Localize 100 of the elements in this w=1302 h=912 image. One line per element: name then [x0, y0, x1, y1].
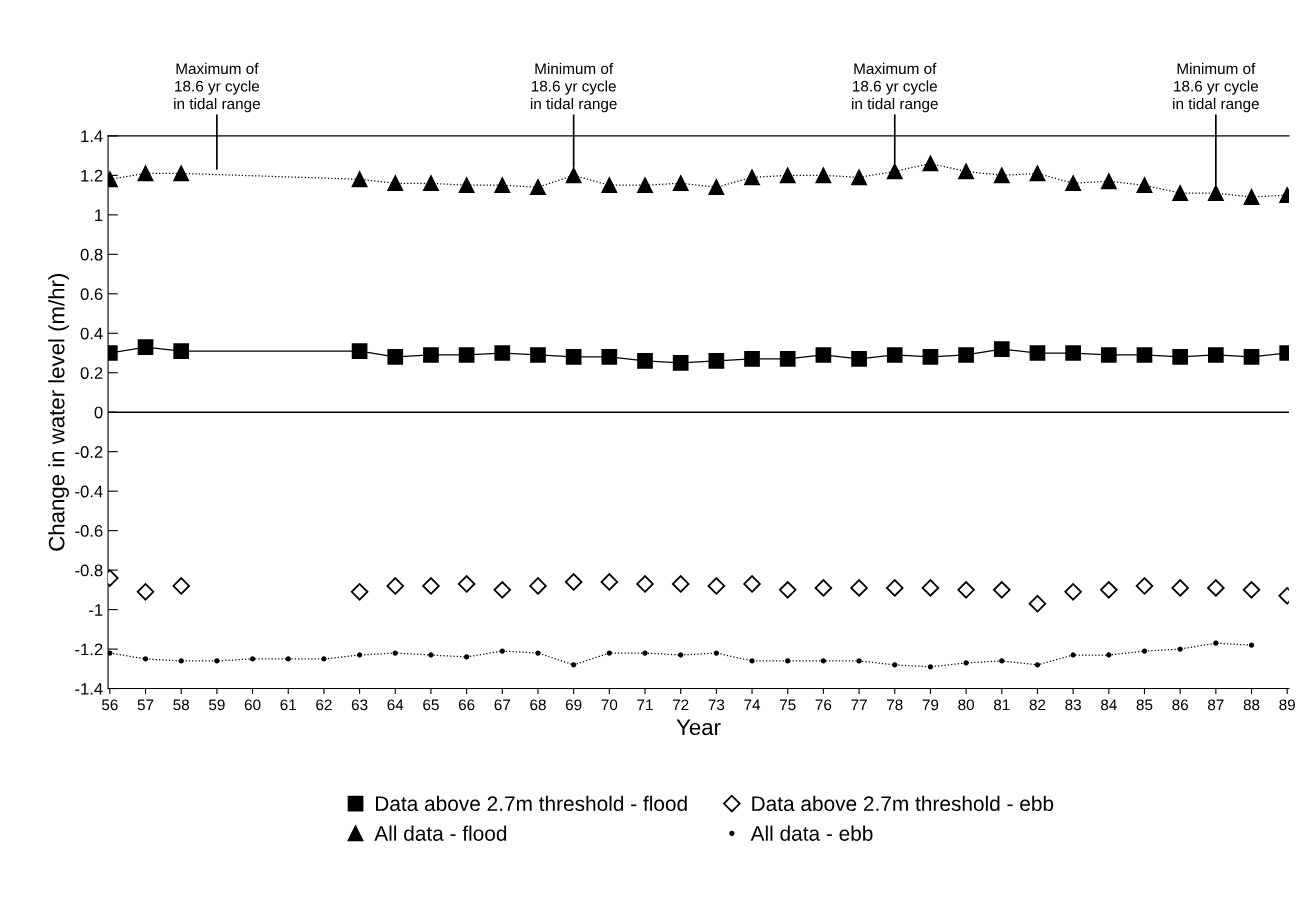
- point: [142, 656, 149, 662]
- x-tick-label: 56: [101, 699, 118, 711]
- x-tick-label: 79: [922, 699, 939, 711]
- point: [993, 341, 1010, 357]
- point: [1172, 185, 1189, 201]
- point: [173, 343, 190, 359]
- y-tick-label: -0.8: [75, 564, 103, 577]
- point: [1100, 581, 1118, 599]
- x-tick-label: 77: [851, 699, 867, 711]
- x-tick-label: 59: [209, 699, 225, 711]
- point: [458, 177, 475, 194]
- point: [529, 577, 547, 595]
- y-tick-label: 0.4: [80, 327, 103, 340]
- x-tick-label: 89: [1279, 699, 1295, 711]
- point: [571, 662, 577, 668]
- point: [814, 579, 833, 597]
- point: [463, 654, 470, 660]
- point: [108, 650, 113, 656]
- point: [779, 351, 796, 367]
- x-tick-label: 80: [958, 699, 974, 711]
- point: [885, 579, 904, 597]
- point: [565, 167, 582, 184]
- x-tick-label: 68: [530, 699, 546, 711]
- point: [993, 581, 1011, 599]
- point: [744, 169, 760, 186]
- point: [637, 353, 653, 369]
- point: [350, 583, 369, 601]
- point: [1171, 579, 1189, 597]
- point: [392, 650, 398, 656]
- point: [356, 652, 363, 658]
- point: [1100, 173, 1117, 190]
- point: [921, 579, 940, 597]
- x-tick-label: 72: [672, 699, 689, 711]
- x-tick-label: 65: [423, 699, 439, 711]
- annotation: Minimum of 18.6 yr cycle in tidal range: [1173, 62, 1259, 113]
- point: [1064, 583, 1082, 601]
- y-tick-label: 0: [94, 406, 103, 419]
- y-tick-label: 1: [95, 209, 103, 221]
- point: [214, 658, 220, 664]
- point: [499, 648, 505, 654]
- x-tick-label: 66: [458, 699, 475, 711]
- point: [678, 652, 684, 658]
- point: [892, 662, 898, 668]
- point: [530, 347, 546, 363]
- point: [743, 575, 761, 593]
- legend-label: Data above 2.7m threshold - ebb: [752, 795, 1054, 812]
- point: [1207, 185, 1224, 201]
- point: [457, 575, 476, 593]
- y-tick-label: -0.6: [75, 525, 103, 537]
- point: [886, 347, 903, 363]
- point: [351, 171, 368, 188]
- x-tick-label: 71: [637, 699, 653, 711]
- point: [1029, 345, 1046, 361]
- point: [1065, 345, 1081, 361]
- point: [713, 650, 720, 656]
- x-tick-label: 61: [280, 699, 296, 711]
- y-tick-label: 1.4: [81, 130, 103, 142]
- point: [779, 167, 796, 184]
- point: [1207, 347, 1224, 363]
- x-tick-label: 67: [494, 699, 511, 711]
- annotation: Maximum of 18.6 yr cycle in tidal range: [174, 62, 260, 113]
- point: [749, 658, 755, 664]
- point: [815, 347, 832, 363]
- point: [1172, 349, 1189, 365]
- point: [1034, 662, 1041, 668]
- point: [493, 581, 512, 599]
- point: [1141, 648, 1148, 654]
- y-tick-label: -0.4: [75, 485, 103, 498]
- x-tick-label: 75: [780, 699, 796, 711]
- x-tick-label: 88: [1243, 699, 1260, 711]
- point: [1135, 577, 1154, 595]
- point: [387, 175, 404, 192]
- point: [856, 658, 862, 664]
- legend-label: All data - ebb: [750, 825, 873, 841]
- point: [820, 658, 827, 664]
- point: [601, 349, 618, 365]
- point: [1213, 640, 1219, 646]
- point: [1065, 175, 1081, 192]
- x-tick-label: 60: [244, 699, 261, 711]
- point: [321, 656, 327, 662]
- y-tick-label: -1.2: [75, 643, 103, 656]
- point: [1207, 579, 1225, 597]
- x-tick-label: 63: [351, 699, 368, 711]
- point: [1100, 347, 1117, 363]
- point: [136, 583, 155, 601]
- x-tick-label: 73: [708, 699, 725, 711]
- point: [886, 163, 903, 180]
- point: [600, 573, 619, 591]
- x-tick-label: 81: [993, 699, 1010, 711]
- point: [927, 664, 934, 670]
- x-tick-label: 74: [744, 699, 761, 711]
- point: [535, 650, 541, 656]
- x-tick-label: 57: [137, 699, 154, 711]
- point: [850, 579, 868, 597]
- point: [1243, 189, 1260, 205]
- point: [958, 163, 974, 180]
- point: [351, 343, 368, 359]
- point: [922, 155, 939, 172]
- point: [671, 575, 690, 593]
- point: [815, 167, 832, 184]
